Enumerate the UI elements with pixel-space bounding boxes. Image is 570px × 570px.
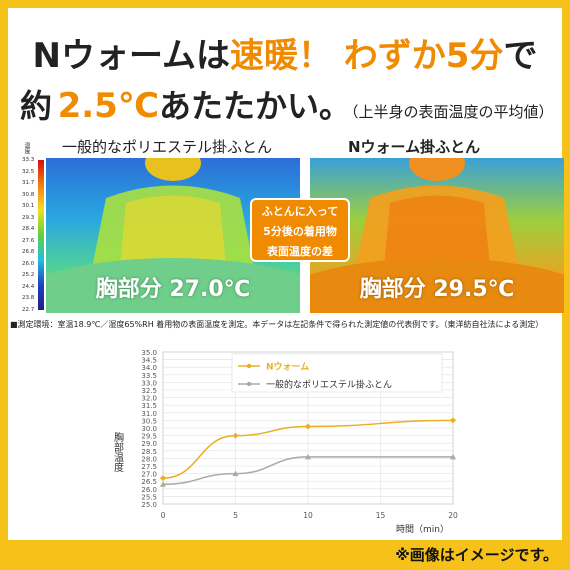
headline-highlight: 2.5℃ xyxy=(57,86,159,126)
left-temperature-label: 胸部分 27.0℃ xyxy=(95,277,251,302)
scale-tick-label: 30.1 xyxy=(22,203,35,210)
y-tick-label: 28.0 xyxy=(141,455,157,463)
y-tick-label: 27.0 xyxy=(141,471,157,479)
y-tick-label: 30.5 xyxy=(141,417,157,425)
scale-tick-label: 28.4 xyxy=(22,226,35,233)
scale-tick-label: 26.0 xyxy=(22,260,35,267)
y-tick-label: 32.0 xyxy=(141,395,157,403)
measurement-note: ■測定環境：室温18.9℃／湿度65%RH 着用物の表面温度を測定。本データは左… xyxy=(10,320,544,329)
scale-tick-label: 32.5 xyxy=(22,168,35,175)
right-caption: Nウォーム掛ふとん xyxy=(348,138,481,156)
legend-box xyxy=(231,353,443,393)
callout-line: ふとんに入って xyxy=(261,205,339,218)
y-tick-label: 35.0 xyxy=(141,349,157,357)
scale-tick-label: 23.8 xyxy=(22,295,35,302)
y-tick-label: 29.5 xyxy=(141,433,157,441)
legend-label: Nウォーム xyxy=(266,362,309,373)
series-point xyxy=(450,417,456,424)
body-silhouette-icon xyxy=(310,158,564,313)
headline-highlight: 速暖！ xyxy=(229,36,332,76)
y-tick-label: 30.0 xyxy=(141,425,157,433)
y-tick-label: 26.0 xyxy=(141,486,157,494)
scale-tick-label: 24.4 xyxy=(22,283,35,290)
series-line-1 xyxy=(162,456,453,485)
callout-line: 5分後の着用物 xyxy=(263,225,337,238)
y-tick-label: 29.0 xyxy=(141,440,157,448)
y-tick-label: 25.0 xyxy=(141,501,157,509)
body-silhouette-icon xyxy=(46,158,300,313)
x-tick-label: 0 xyxy=(161,511,166,520)
series-point xyxy=(305,453,311,460)
series-point xyxy=(160,481,166,487)
left-caption: 一般的なポリエステル掛ふとん xyxy=(62,138,273,156)
x-tick-label: 20 xyxy=(448,511,458,520)
y-tick-label: 34.0 xyxy=(141,364,157,372)
scale-tick-label: 29.3 xyxy=(22,214,35,221)
y-tick-label: 33.0 xyxy=(141,379,157,387)
scale-tick-label: 30.8 xyxy=(22,191,35,198)
image-disclaimer: ※画像はイメージです。 xyxy=(395,546,558,564)
y-tick-label: 26.5 xyxy=(141,478,157,486)
y-tick-label: 34.5 xyxy=(141,357,157,365)
y-tick-label: 31.0 xyxy=(141,410,157,418)
series-point xyxy=(232,470,239,477)
content-panel: Nウォームは速暖！ わずか5分で 約 2.5℃あたたかい。（上半身の表面温度の平… xyxy=(8,8,564,540)
headline-note: （上半身の表面温度の平均値） xyxy=(351,103,554,121)
scale-tick-label: 31.7 xyxy=(22,180,35,187)
x-tick-label: 15 xyxy=(376,511,386,520)
scale-bar xyxy=(38,160,44,310)
headline-line-2: 約 2.5℃あたたかい。（上半身の表面温度の平均値） xyxy=(20,86,560,132)
y-tick-label: 32.5 xyxy=(141,387,157,395)
difference-callout: ふとんに入って 5分後の着用物 表面温度の差 xyxy=(250,198,350,262)
series-point xyxy=(305,423,311,430)
scale-tick-label: 25.2 xyxy=(22,272,35,279)
scale-tick-label: 22.7 xyxy=(22,307,35,313)
headline-part: Nウォームは xyxy=(32,36,230,76)
x-tick-label: 5 xyxy=(233,511,238,520)
scale-title: 温度 xyxy=(23,142,30,154)
x-tick-label: 10 xyxy=(303,511,313,520)
scale-tick-label: 27.6 xyxy=(22,237,35,244)
y-tick-label: 31.5 xyxy=(141,402,157,410)
thermal-image-nwarm: 胸部分 29.5℃ xyxy=(310,158,564,313)
right-temperature-label: 胸部分 29.5℃ xyxy=(359,277,515,302)
headline-line-1: Nウォームは速暖！ わずか5分で xyxy=(8,36,562,76)
series-point xyxy=(450,453,456,460)
y-tick-label: 27.5 xyxy=(141,463,157,471)
y-tick-label: 33.5 xyxy=(141,372,157,380)
series-point xyxy=(160,475,166,482)
scale-tick-label: 33.3 xyxy=(22,157,35,163)
headline-part: 約 xyxy=(20,87,53,125)
legend-marker xyxy=(246,381,252,387)
temperature-scale: 温度 33.3 32.5 31.7 30.8 30.1 29.3 28.4 27.6 26.8 2… xyxy=(22,142,44,313)
legend-label: 一般的なポリエステル掛ふとん xyxy=(266,379,392,391)
y-axis-label: 胸部温度 xyxy=(112,431,124,473)
series-line-0 xyxy=(162,419,454,479)
scale-tick-label: 26.8 xyxy=(22,249,35,256)
temperature-line-chart: 25.025.526.026.527.027.528.028.529.029.5… xyxy=(112,349,458,535)
headline-highlight: わずか5分 xyxy=(343,36,504,76)
headline-part: あたたかい。 xyxy=(159,87,352,125)
headline-part: で xyxy=(503,36,538,76)
series-point xyxy=(232,432,239,439)
y-tick-label: 28.5 xyxy=(141,448,157,456)
legend-marker xyxy=(246,363,252,369)
x-axis-label: 時間（min） xyxy=(396,524,449,535)
y-tick-label: 25.5 xyxy=(141,493,157,501)
callout-line: 表面温度の差 xyxy=(267,245,333,258)
plot-border xyxy=(162,351,454,505)
